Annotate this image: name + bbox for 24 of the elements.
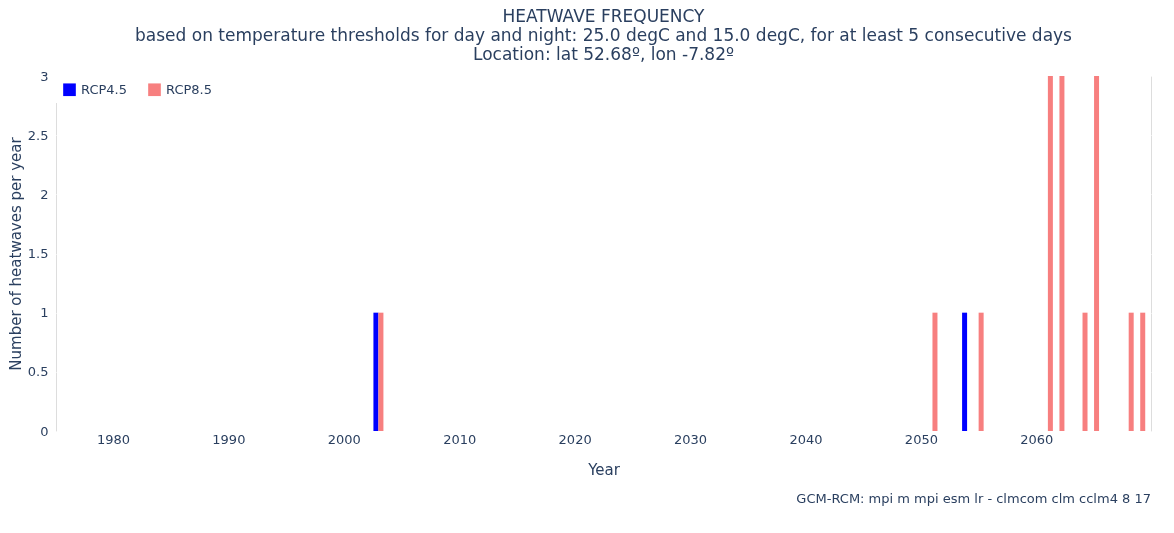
y-tick-label: 1 bbox=[40, 305, 49, 321]
text: Location: lat 52.68º, lon -7.82º bbox=[472, 44, 735, 64]
text: based on temperature thresholds for day and night: 25.0 degC and 15.0 degC, for at least 5 consecutive days bbox=[135, 25, 1072, 45]
legend-label: RCP8.5 bbox=[166, 81, 212, 97]
x-tick-label: 2020 bbox=[558, 431, 592, 447]
y-tick-label: 1.5 bbox=[27, 246, 49, 261]
y-tick-label: 2 bbox=[40, 186, 49, 202]
y-tick-label: 0.5 bbox=[27, 364, 49, 380]
legend-label: RCP4.5 bbox=[81, 81, 127, 97]
x-tick-label: 1990 bbox=[212, 431, 246, 447]
x-axis-title: Year bbox=[587, 460, 621, 479]
y-axis-title: Number of heatwaves per year bbox=[6, 136, 25, 371]
y-tick-label: 3 bbox=[40, 68, 49, 84]
y-tick-label: 0 bbox=[40, 423, 49, 439]
x-tick-label: 2030 bbox=[674, 431, 708, 447]
x-tick-label: 2040 bbox=[789, 431, 823, 447]
x-tick-label: 2050 bbox=[904, 431, 938, 447]
y-tick-label: 2.5 bbox=[27, 127, 49, 143]
chart-title: HEATWAVE FREQUENCY bbox=[502, 6, 706, 26]
x-tick-label: 2010 bbox=[443, 431, 477, 447]
x-tick-label: 2000 bbox=[327, 431, 361, 447]
x-tick-label: 2060 bbox=[1020, 431, 1054, 447]
text: GCM-RCM: mpi m mpi esm lr - clmcom clm cclm4 8 17 bbox=[796, 491, 1151, 506]
x-tick-label: 1980 bbox=[96, 431, 130, 447]
